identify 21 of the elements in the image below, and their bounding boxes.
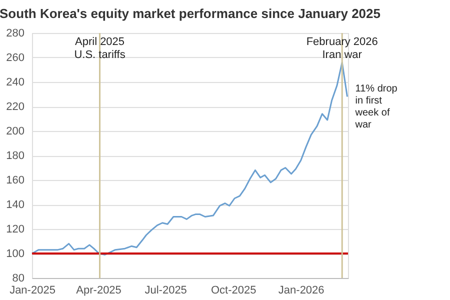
y-tick-label: 80 [12,272,24,284]
annotation: 11% drop in first week of war [354,84,398,131]
x-tick-label: Jan-2025 [10,284,56,296]
line-series [31,62,348,256]
y-tick-label: 220 [6,101,24,113]
y-tick-label: 280 [6,28,24,40]
chart-title: South Korea's equity market performance since January 2025 [0,6,380,21]
x-tick-label: Jan-2026 [278,284,324,296]
y-tick-label: 200 [6,126,24,138]
y-tick-label: 160 [6,174,24,186]
y-tick-label: 180 [6,150,24,162]
ref-line-label: April 2025 U.S. tariffs [74,36,126,61]
y-tick-label: 260 [6,52,24,64]
y-tick-label: 140 [6,199,24,211]
x-tick-label: Apr-2025 [76,284,122,296]
y-tick-label: 240 [6,76,24,88]
x-tick-label: Oct-2025 [210,284,256,296]
x-tick-label: Jul-2025 [144,284,187,296]
y-tick-label: 100 [6,248,24,260]
ref-line-label: February 2026 Iran war [306,36,378,61]
y-tick-label: 120 [6,224,24,236]
